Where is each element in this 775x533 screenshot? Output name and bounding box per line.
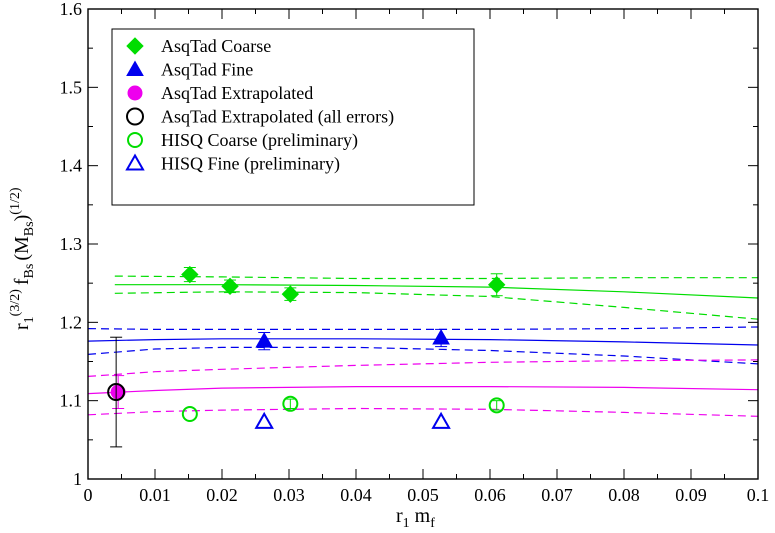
- data-point: [181, 405, 198, 422]
- y-tick-label: 1.5: [60, 77, 83, 97]
- y-axis-label-m-sub: Bs: [22, 221, 37, 236]
- data-point: [110, 375, 126, 409]
- triangle-marker: [432, 328, 450, 345]
- legend-label: AsqTad Coarse: [161, 36, 271, 56]
- x-axis-label-sub2: f: [430, 516, 435, 531]
- fit-curve-line: [114, 284, 759, 299]
- fit-band-line: [87, 407, 759, 417]
- data-point: [281, 285, 300, 303]
- y-axis-label-r: r: [11, 323, 33, 330]
- data-point: [282, 395, 299, 412]
- circle-marker: [107, 383, 126, 402]
- legend-entry: AsqTad Extrapolated: [127, 83, 313, 103]
- x-tick-label: 0.02: [206, 485, 238, 505]
- triangle-marker: [255, 332, 274, 348]
- y-tick-label: 1.4: [60, 156, 83, 176]
- y-tick-label: 1.3: [60, 234, 83, 254]
- data-point: [255, 332, 274, 351]
- x-axis-label-m: m: [410, 505, 431, 527]
- y-axis-label-m-close: ): [11, 215, 33, 222]
- fit-curve-line: [87, 386, 759, 395]
- circle-marker: [127, 85, 143, 101]
- diamond-marker: [126, 37, 144, 55]
- y-axis-label-r-sup: (3/2): [8, 289, 23, 317]
- legend-label: HISQ Fine (preliminary): [161, 154, 340, 175]
- fit-band-line: [87, 346, 759, 365]
- legend-entry: AsqTad Fine: [126, 60, 253, 80]
- data-point: [254, 411, 274, 429]
- legend-box: [111, 28, 475, 206]
- data-point: [221, 277, 239, 296]
- legend-label: AsqTad Extrapolated (all errors): [161, 107, 394, 128]
- triangle-marker: [431, 411, 451, 429]
- y-tick-label: 1.6: [60, 0, 83, 19]
- legend-entry: HISQ Fine (preliminary): [125, 153, 340, 175]
- y-axis-label-m-open: (M: [11, 236, 33, 261]
- data-point: [488, 397, 505, 414]
- x-tick-label: 0.05: [407, 485, 439, 505]
- y-tick-label: 1.2: [60, 312, 83, 332]
- legend-label: HISQ Coarse (preliminary): [161, 130, 358, 151]
- data-points: [107, 265, 506, 448]
- x-axis-label-sub1: 1: [403, 516, 410, 531]
- tick-layer: [87, 8, 759, 480]
- data-point: [107, 336, 126, 448]
- x-tick-label: 0: [84, 485, 93, 505]
- y-axis-label-f-sub: Bs: [22, 264, 37, 279]
- data-point: [432, 328, 450, 348]
- x-tick-labels: 0 0.01 0.02 0.03 0.04 0.05 0.06 0.07 0.08 0.09 0.1: [84, 485, 770, 505]
- fit-band-line: [114, 291, 759, 320]
- legend-entries: AsqTad Coarse AsqTad Fine AsqTad Extrapola…: [125, 36, 394, 175]
- y-axis-label-r-sub: 1: [22, 316, 37, 323]
- x-tick-label: 0.03: [273, 485, 305, 505]
- data-point: [431, 411, 451, 429]
- diamond-marker: [221, 277, 239, 296]
- y-tick-label: 1.1: [60, 391, 83, 411]
- circle-marker: [488, 397, 505, 414]
- legend-entry: AsqTad Extrapolated (all errors): [126, 107, 394, 128]
- y-axis-label-m-sup: (1/2): [8, 187, 23, 215]
- x-tick-label: 0.06: [474, 485, 506, 505]
- legend-label: AsqTad Extrapolated: [161, 83, 313, 103]
- fit-band-line: [87, 359, 759, 377]
- triangle-marker: [125, 153, 145, 171]
- y-axis-label: r1(3/2)fBs(MBs)(1/2): [8, 187, 37, 330]
- y-tick-label: 1: [73, 469, 82, 489]
- triangle-marker: [254, 411, 274, 429]
- fit-curves: [87, 275, 759, 417]
- circle-marker: [181, 405, 198, 422]
- legend-label: AsqTad Fine: [161, 60, 253, 80]
- x-tick-label: 0.01: [139, 485, 171, 505]
- legend-entry: AsqTad Coarse: [126, 36, 271, 56]
- circle-marker: [127, 132, 143, 148]
- y-axis-label-f: f: [11, 278, 33, 285]
- x-tick-label: 0.04: [340, 485, 372, 505]
- diamond-marker: [181, 265, 199, 284]
- diamond-marker: [281, 285, 300, 303]
- diamond-marker: [487, 276, 506, 294]
- legend-entry: HISQ Coarse (preliminary): [127, 130, 358, 151]
- x-axis-label: r1 mf: [396, 505, 435, 531]
- triangle-marker: [126, 60, 144, 76]
- data-point: [487, 273, 506, 297]
- x-axis-label-r: r: [396, 505, 403, 527]
- x-tick-label: 0.09: [675, 485, 707, 505]
- fit-band-line: [114, 275, 758, 280]
- fit-band-line: [87, 326, 759, 330]
- x-tick-label: 0.08: [608, 485, 640, 505]
- y-tick-labels: 1 1.1 1.2 1.3 1.4 1.5 1.6: [60, 0, 83, 489]
- plot-frame: [87, 8, 759, 480]
- x-tick-label: 0.1: [747, 485, 770, 505]
- data-point: [181, 265, 199, 284]
- circle-marker: [126, 107, 144, 126]
- x-tick-label: 0.07: [541, 485, 573, 505]
- circle-marker: [282, 395, 299, 412]
- legend: AsqTad Coarse AsqTad Fine AsqTad Extrapola…: [111, 28, 475, 206]
- fit-curve-line: [87, 338, 759, 346]
